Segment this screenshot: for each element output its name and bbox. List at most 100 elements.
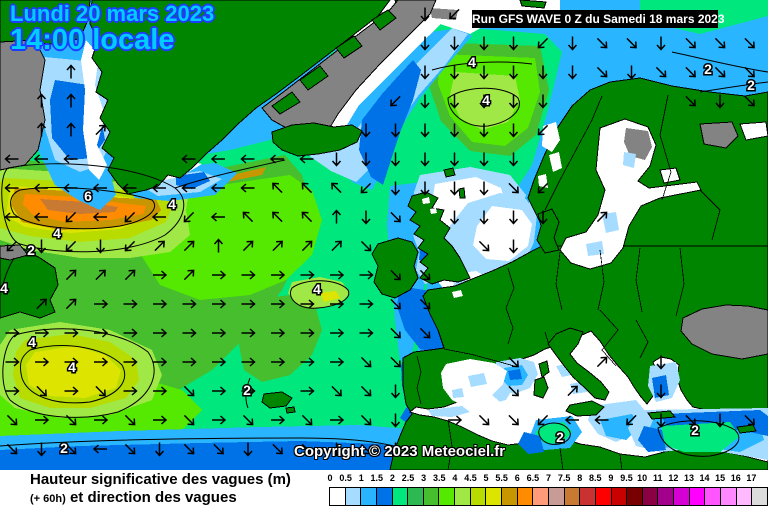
wave-arrow-icon xyxy=(241,357,256,367)
colorbar-box xyxy=(361,488,377,505)
spain-lightblue-spots xyxy=(452,373,487,398)
colorbar-tick-label: 0.5 xyxy=(339,473,352,483)
wave-arrow-icon xyxy=(241,328,256,338)
colorbar-tick-label: 17 xyxy=(746,473,757,483)
wave-arrow-icon xyxy=(419,269,431,281)
corsica-land xyxy=(538,360,550,378)
wave-arrow-icon xyxy=(5,386,20,396)
wave-arrow-icon xyxy=(567,36,578,51)
wave-arrow-icon xyxy=(241,299,256,309)
contour-label: 4 xyxy=(313,281,321,297)
uk-land xyxy=(407,191,471,285)
wave-arrow-icon xyxy=(390,384,401,399)
colorbar-tick-label: 0 xyxy=(327,473,333,483)
wave-arrow-icon xyxy=(63,183,78,193)
wave-arrow-icon xyxy=(181,183,196,193)
wave-arrow-icon xyxy=(123,386,138,396)
wave-arrow-icon xyxy=(183,385,195,397)
colorbar-box xyxy=(502,488,518,505)
contour-label: 2 xyxy=(556,429,564,445)
contour-value-labels: 6 4 4 2 4 4 4 4 4 4 2 2 2 2 2 2 xyxy=(0,53,757,458)
wave-arrow-icon xyxy=(6,414,18,426)
wave-arrow-icon xyxy=(64,357,79,367)
wave-arrow-icon xyxy=(240,154,255,164)
colorbar-tick-label: 16 xyxy=(730,473,741,483)
contour-label: 2 xyxy=(747,77,755,93)
wave-arrow-icon xyxy=(95,269,106,281)
wave-arrow-icon xyxy=(508,385,519,397)
wave-arrow-icon xyxy=(241,270,256,280)
wave-arrow-icon xyxy=(714,37,726,49)
wave-arrow-icon xyxy=(65,269,77,281)
contour-label: 4 xyxy=(53,225,61,241)
wave-arrow-icon xyxy=(153,415,168,425)
wave-arrow-icon xyxy=(212,328,227,338)
colorbar-box xyxy=(721,488,737,505)
wave-arrow-icon xyxy=(33,183,48,193)
wave-arrow-icon xyxy=(212,270,227,280)
wave-arrow-icon xyxy=(538,94,548,109)
wave-arrow-icon xyxy=(360,385,372,397)
colorbar-box xyxy=(423,488,440,505)
wave-arrow-icon xyxy=(390,269,401,281)
blue-tongue xyxy=(359,60,421,185)
wave-direction-arrows xyxy=(4,7,755,457)
wave-arrow-icon xyxy=(655,66,667,78)
wave-arrow-icon xyxy=(66,93,76,108)
newfoundland-land xyxy=(0,247,59,319)
map-canvas: 6 4 4 2 4 4 4 4 4 4 2 2 2 2 2 2 xyxy=(0,0,768,470)
wave-arrow-icon xyxy=(153,386,168,396)
wave-arrow-icon xyxy=(212,415,227,425)
legend-strip: Hauteur significative des vagues (m) (+ … xyxy=(0,470,768,512)
wave-arrow-icon xyxy=(240,183,255,193)
sea-7m-core xyxy=(40,199,118,214)
sea-45m-patch-core xyxy=(320,291,340,302)
azores-islands xyxy=(261,391,293,409)
colorbar-tick-label: 2 xyxy=(389,473,395,483)
wave-arrow-icon xyxy=(182,328,197,338)
wave-arrow-icon xyxy=(449,36,460,51)
wave-arrow-icon xyxy=(449,94,460,109)
colorbar-box xyxy=(376,488,393,505)
wave-arrow-icon xyxy=(95,124,106,136)
france-white-dot xyxy=(452,290,463,298)
wave-arrow-icon xyxy=(35,328,50,338)
wave-arrow-icon xyxy=(360,356,372,368)
wave-arrow-icon xyxy=(508,65,519,80)
wave-arrow-icon xyxy=(65,443,77,455)
wave-arrow-icon xyxy=(360,443,372,455)
wave-arrow-icon xyxy=(479,181,489,196)
contour-label: 2 xyxy=(60,440,68,456)
wave-arrow-icon xyxy=(269,154,284,164)
contour-label: 2 xyxy=(27,242,35,258)
wave-arrow-icon xyxy=(301,414,313,426)
wave-arrow-icon xyxy=(744,414,755,426)
wave-arrow-icon xyxy=(744,95,755,107)
wave-arrow-icon xyxy=(300,328,315,338)
wave-arrow-icon xyxy=(299,154,314,164)
sea-45m-patch xyxy=(288,277,350,309)
wave-arrow-icon xyxy=(359,299,374,309)
wave-arrow-icon xyxy=(479,65,489,80)
wave-arrow-icon xyxy=(6,240,18,252)
wave-arrow-icon xyxy=(478,414,490,426)
wave-arrow-icon xyxy=(537,414,549,426)
wave-arrow-icon xyxy=(479,94,489,109)
wave-arrow-icon xyxy=(124,414,136,426)
wave-arrow-icon xyxy=(744,66,755,78)
wave-arrow-icon xyxy=(567,385,578,397)
bothnia-ice-gray xyxy=(624,128,652,160)
colorbar-tick-label: 13 xyxy=(683,473,694,483)
wave-arrow-icon xyxy=(301,182,313,194)
norwegian-45m-core xyxy=(450,72,520,130)
wave-arrow-icon xyxy=(330,357,345,367)
wave-arrow-icon xyxy=(153,299,168,309)
wave-arrow-icon xyxy=(449,123,460,138)
contour-label: 4 xyxy=(468,54,476,70)
wave-arrow-icon xyxy=(36,385,47,397)
wave-arrow-icon xyxy=(4,183,19,193)
sicily-land xyxy=(565,400,605,417)
wave-arrow-icon xyxy=(420,7,430,22)
wave-arrow-icon xyxy=(478,240,490,252)
